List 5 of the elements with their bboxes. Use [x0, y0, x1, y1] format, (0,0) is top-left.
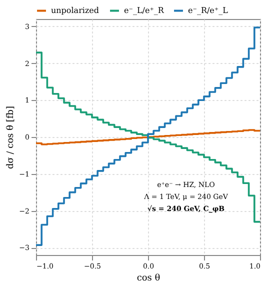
y-axis-title: dσ / cos θ [fb] — [6, 106, 16, 169]
x-axis-title: cos θ — [136, 274, 160, 284]
legend-label: e⁻_L/e⁺_R — [124, 6, 165, 15]
legend-label: e⁻_R/e⁺_L — [188, 6, 229, 15]
legend-label: unpolarized — [51, 6, 100, 15]
